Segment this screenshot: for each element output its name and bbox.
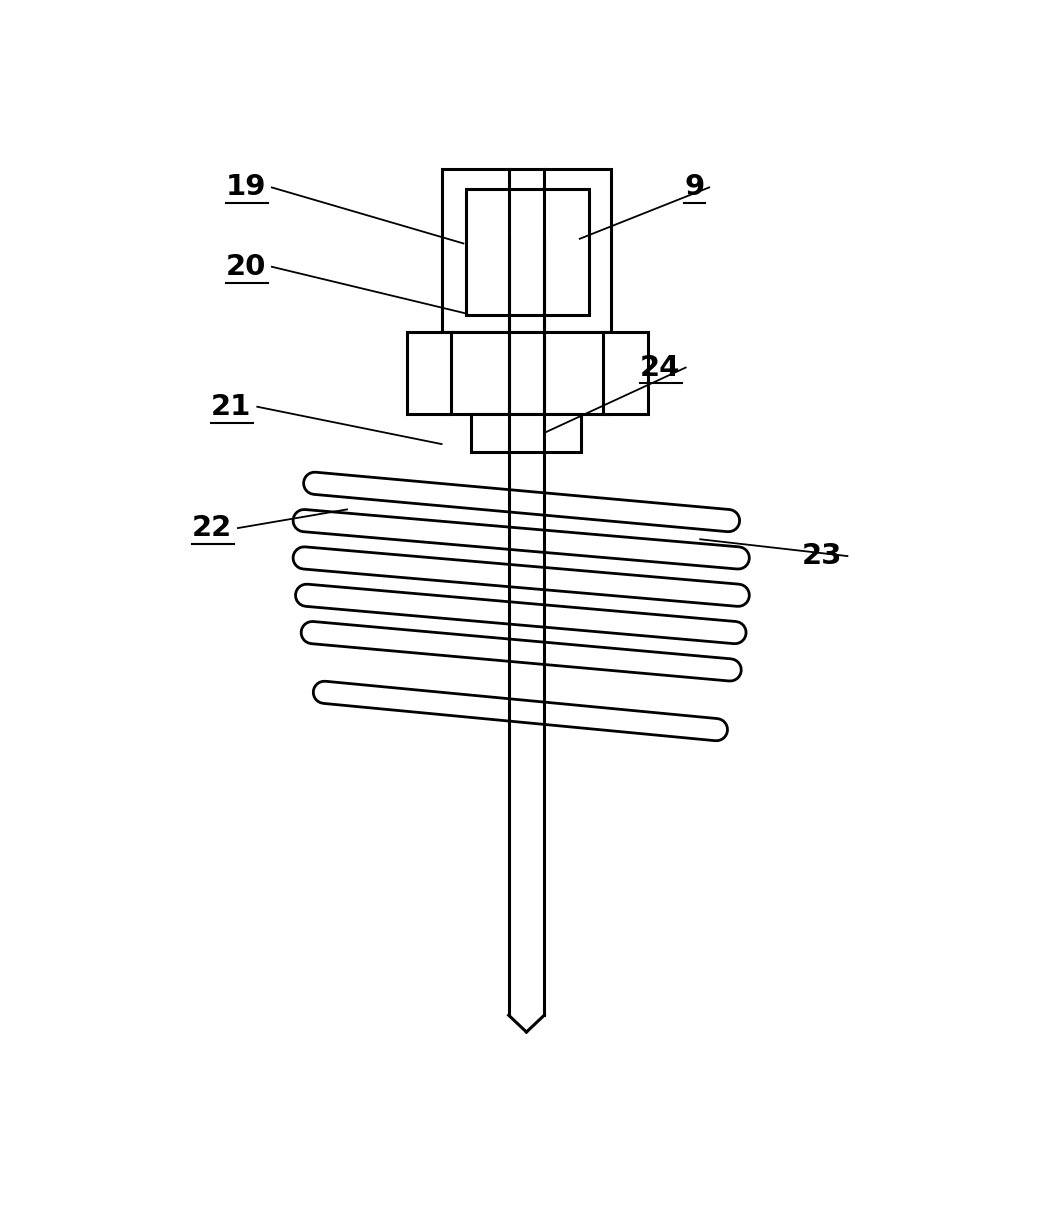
Bar [603,332,648,415]
Text: 19: 19 [225,173,266,201]
Text: 22: 22 [192,514,232,542]
Bar [441,168,611,332]
Bar [466,189,588,315]
Bar [471,415,581,452]
Bar [407,332,452,415]
Text: 24: 24 [639,354,680,382]
Text: 9: 9 [684,173,704,201]
Text: 21: 21 [211,393,251,421]
Text: 20: 20 [225,253,266,281]
Bar [441,332,611,415]
Text: 23: 23 [801,542,842,570]
